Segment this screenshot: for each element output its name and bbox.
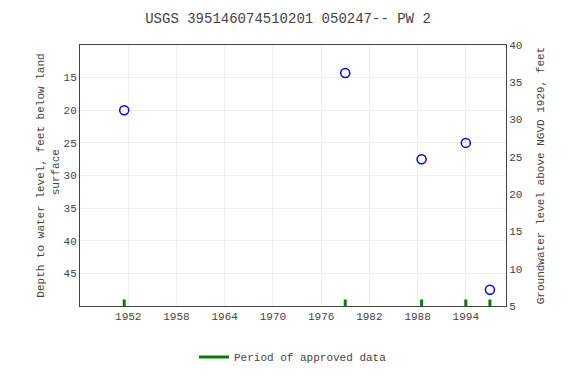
svg-text:30: 30 (64, 170, 77, 182)
svg-text:1958: 1958 (163, 311, 189, 323)
svg-text:40: 40 (64, 236, 77, 248)
svg-text:1976: 1976 (308, 311, 334, 323)
svg-text:15: 15 (64, 72, 77, 84)
svg-text:USGS 395146074510201 050247--: USGS 395146074510201 050247-- PW 2 (145, 11, 431, 27)
svg-text:5: 5 (509, 301, 516, 313)
svg-text:1988: 1988 (404, 311, 430, 323)
svg-text:Period of approved data: Period of approved data (234, 352, 386, 364)
svg-text:Depth to water level, feet bel: Depth to water level, feet below land su… (35, 53, 61, 297)
svg-text:15: 15 (509, 226, 522, 238)
svg-text:Groundwater level above NGVD 1: Groundwater level above NGVD 1929, feet (535, 47, 547, 304)
svg-text:1970: 1970 (260, 311, 286, 323)
svg-text:40: 40 (509, 40, 522, 52)
svg-text:35: 35 (509, 77, 522, 89)
svg-text:30: 30 (509, 114, 522, 126)
svg-text:1994: 1994 (453, 311, 480, 323)
svg-text:25: 25 (64, 138, 77, 150)
svg-text:10: 10 (509, 264, 522, 276)
svg-text:1952: 1952 (115, 311, 141, 323)
svg-text:1982: 1982 (356, 311, 382, 323)
svg-text:25: 25 (509, 152, 522, 164)
svg-text:1964: 1964 (211, 311, 238, 323)
svg-text:20: 20 (509, 189, 522, 201)
svg-text:35: 35 (64, 203, 77, 215)
svg-text:45: 45 (64, 268, 77, 280)
svg-text:20: 20 (64, 105, 77, 117)
